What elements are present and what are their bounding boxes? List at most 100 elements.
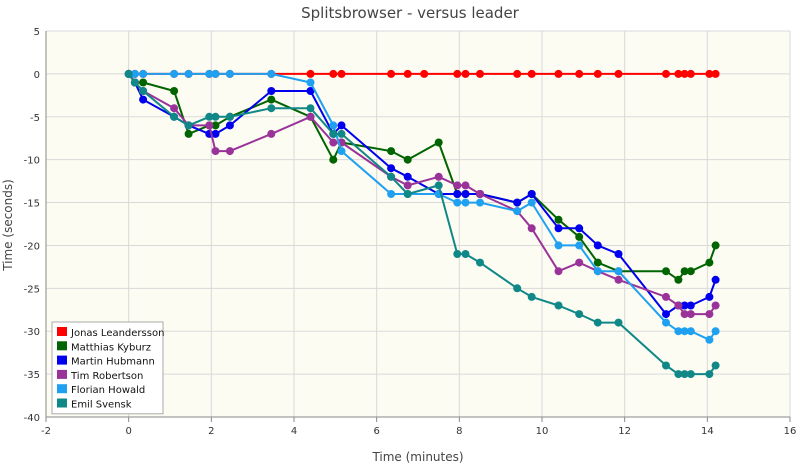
data-point	[711, 275, 720, 284]
data-point	[124, 69, 133, 78]
data-point	[329, 69, 338, 78]
data-point	[170, 87, 179, 95]
data-point	[554, 69, 563, 78]
data-point	[170, 104, 179, 113]
data-point	[329, 138, 338, 147]
data-point	[387, 147, 396, 156]
legend-swatch	[57, 384, 67, 394]
data-point	[527, 69, 536, 78]
data-point	[686, 370, 695, 379]
x-tick-label: 16	[784, 426, 797, 437]
data-point	[527, 190, 536, 198]
legend-label: Tim Robertson	[70, 371, 143, 382]
data-point	[267, 104, 276, 113]
data-point	[527, 224, 536, 233]
data-point	[674, 275, 683, 284]
legend-swatch	[57, 398, 67, 408]
data-point	[680, 370, 689, 379]
data-point	[705, 69, 714, 78]
data-point	[593, 318, 602, 327]
data-point	[403, 181, 412, 190]
data-point	[680, 310, 689, 319]
data-point	[680, 327, 689, 336]
data-point	[614, 318, 623, 327]
data-point	[711, 241, 720, 250]
data-point	[434, 172, 443, 181]
data-point	[554, 241, 563, 250]
data-point	[593, 241, 602, 250]
data-point	[711, 361, 720, 370]
y-tick-label: -5	[30, 113, 40, 124]
data-point	[705, 370, 714, 379]
y-axis-title: Time (seconds)	[1, 179, 15, 272]
data-point	[662, 292, 670, 301]
data-point	[513, 198, 522, 207]
data-point	[686, 301, 695, 310]
data-point	[554, 301, 563, 310]
y-tick-label: 5	[34, 27, 40, 38]
legend-box	[51, 321, 164, 415]
data-point	[674, 301, 683, 310]
data-point	[403, 69, 412, 78]
x-tick-label: 10	[536, 426, 549, 437]
y-tick-label: -25	[24, 284, 40, 295]
data-point	[527, 292, 536, 301]
data-point	[513, 207, 522, 216]
data-point	[225, 147, 234, 156]
data-point	[453, 250, 462, 258]
data-point	[680, 69, 689, 78]
data-point	[139, 95, 148, 104]
legend-swatch	[57, 355, 67, 365]
legend-label: Martin Hubmann	[71, 357, 155, 368]
data-point	[225, 112, 234, 121]
data-point	[267, 69, 276, 78]
data-point	[453, 190, 462, 198]
x-tick-label: 2	[208, 426, 214, 437]
data-point	[711, 327, 720, 336]
data-point	[403, 155, 412, 164]
data-point	[476, 69, 484, 78]
legend-swatch	[57, 341, 67, 351]
data-point	[711, 69, 720, 78]
data-point	[329, 129, 338, 138]
data-point	[387, 69, 396, 78]
data-point	[267, 129, 276, 138]
legend-label: Jonas Leandersson	[70, 328, 164, 339]
data-point	[387, 190, 396, 198]
data-point	[686, 69, 695, 78]
x-tick-label: 4	[291, 426, 297, 437]
series-group	[124, 69, 720, 379]
data-point	[139, 78, 148, 87]
data-point	[139, 69, 148, 78]
data-point	[705, 310, 714, 319]
data-point	[476, 198, 484, 207]
data-point	[705, 335, 714, 344]
y-tick-label: -10	[24, 156, 40, 167]
y-tick-label: -40	[24, 413, 40, 424]
data-point	[211, 69, 220, 78]
data-point	[593, 69, 602, 78]
data-point	[680, 301, 689, 310]
data-point	[337, 147, 346, 156]
data-point	[225, 121, 234, 130]
data-point	[267, 95, 276, 104]
data-point	[674, 69, 683, 78]
data-point	[662, 318, 670, 327]
data-point	[453, 181, 462, 190]
data-point	[575, 224, 584, 233]
data-point	[211, 129, 220, 138]
data-point	[686, 267, 695, 276]
x-tick-label: 12	[618, 426, 631, 437]
data-point	[130, 78, 139, 87]
data-point	[329, 121, 338, 130]
data-point	[170, 112, 179, 121]
x-tick-label: 14	[701, 426, 714, 437]
data-point	[614, 275, 623, 284]
chart-title: Splitsbrowser - versus leader	[301, 4, 520, 22]
data-point	[306, 87, 315, 95]
data-point	[527, 198, 536, 207]
data-point	[662, 267, 670, 276]
data-point	[403, 190, 412, 198]
